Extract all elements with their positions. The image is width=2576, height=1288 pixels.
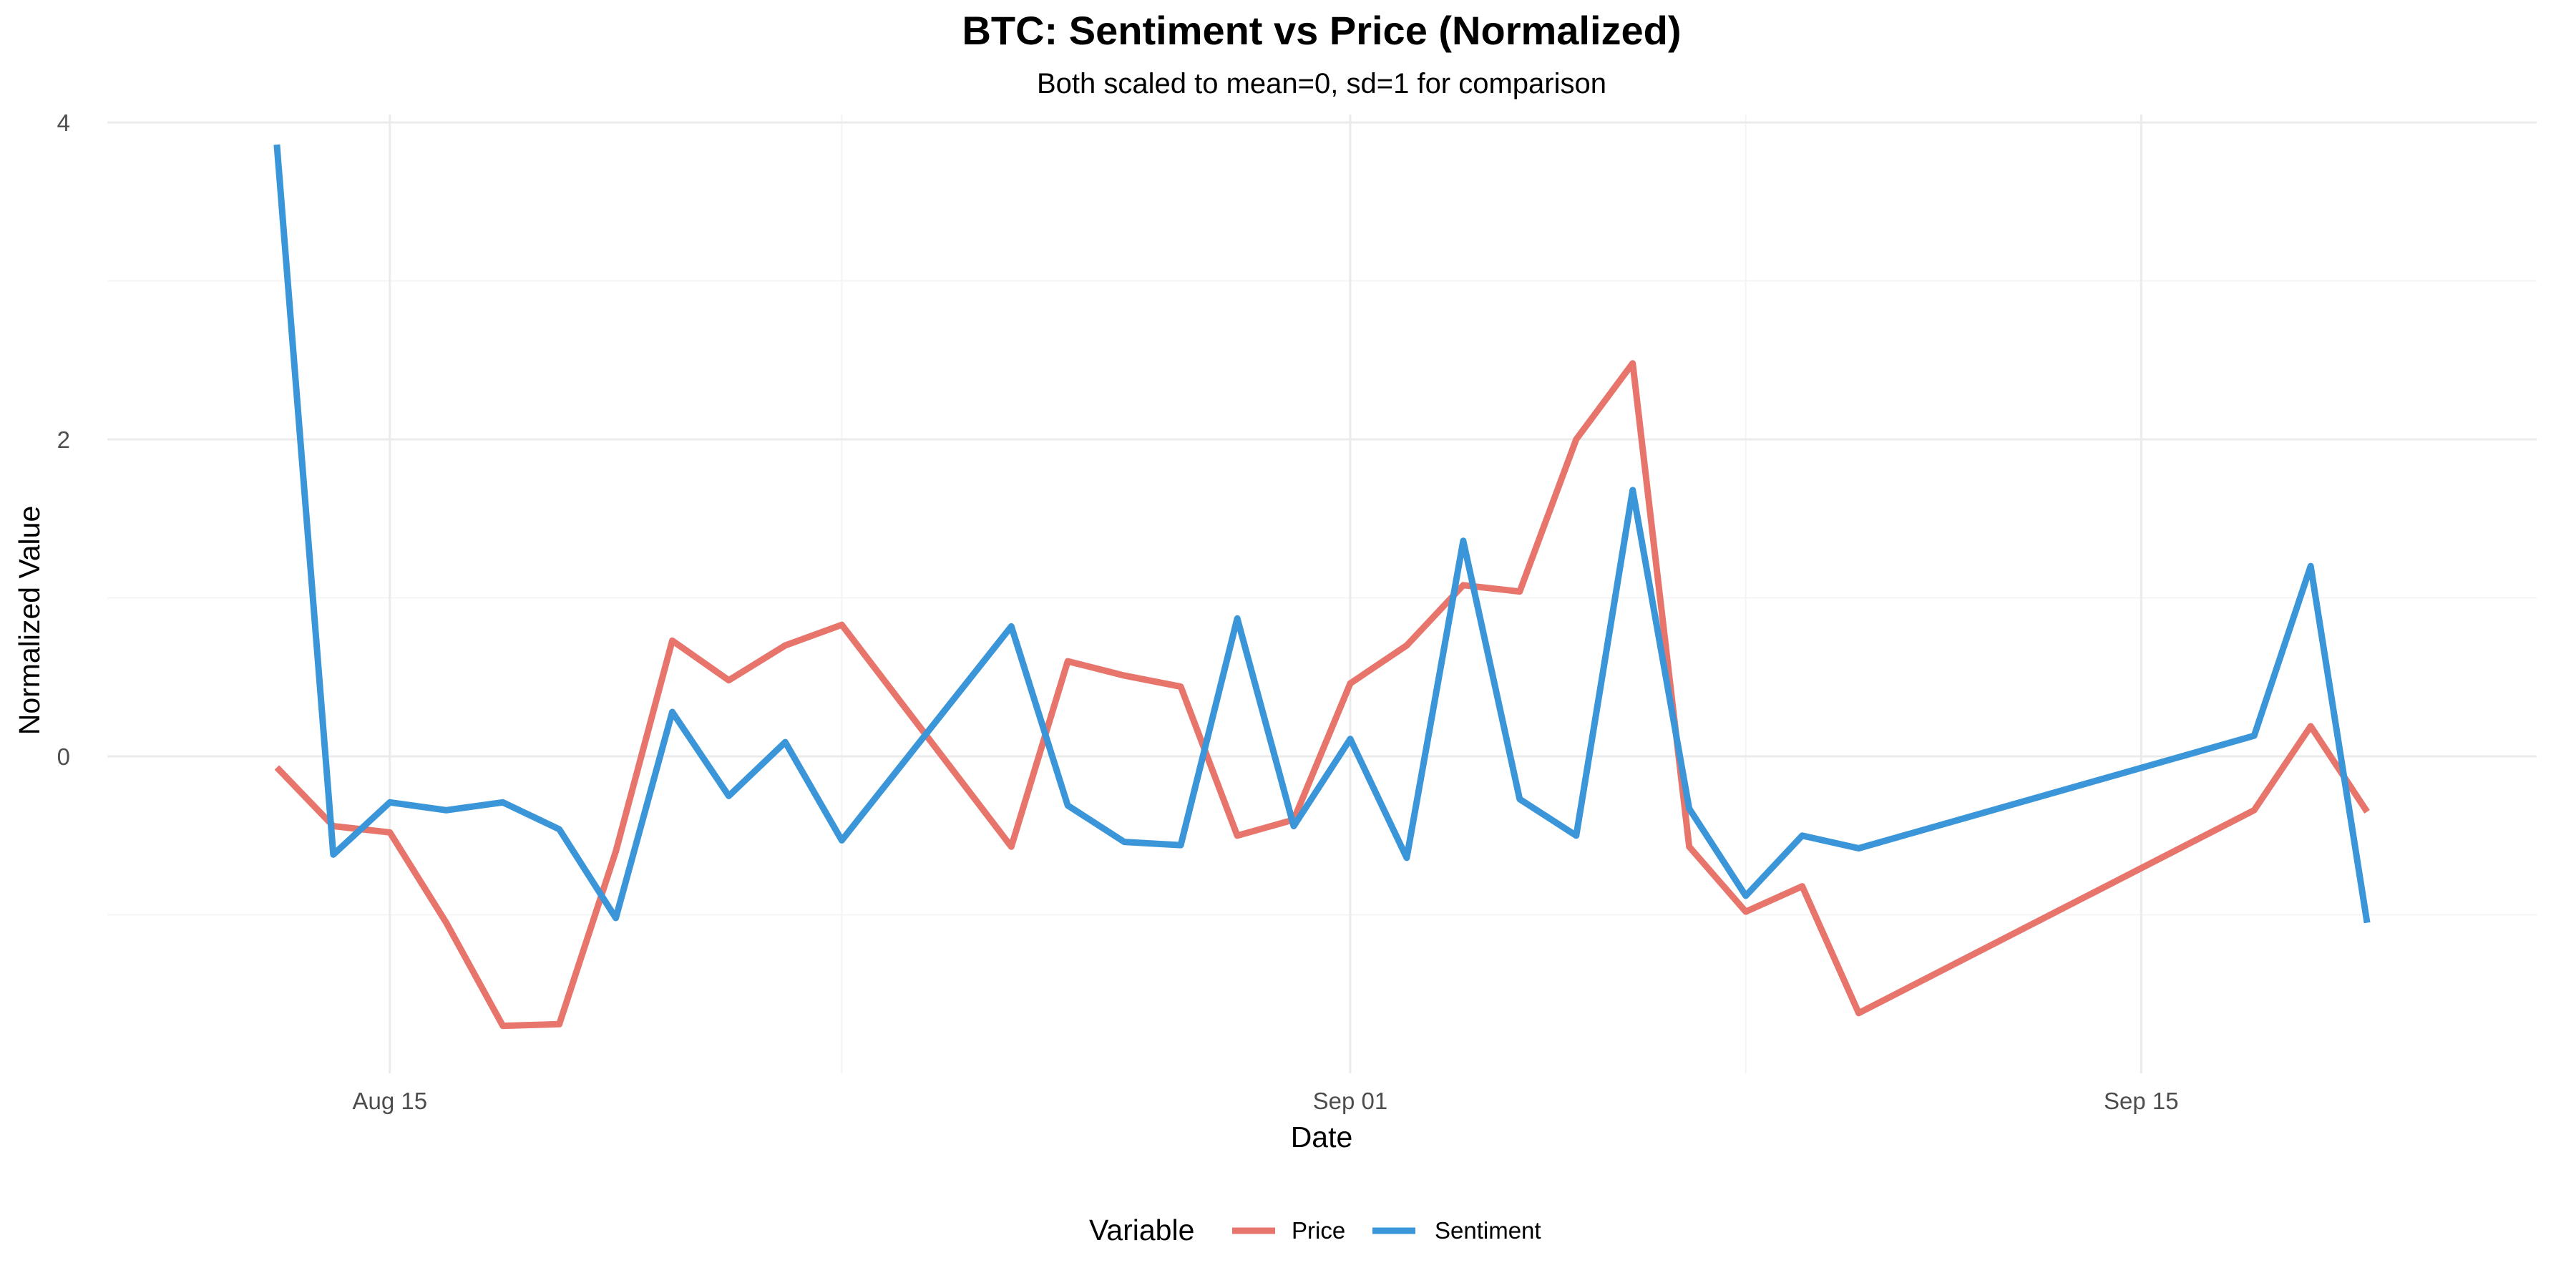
x-tick-label: Sep 01 (1313, 1088, 1388, 1114)
legend: Variable Price Sentiment (1089, 1214, 1541, 1246)
x-tick-label: Sep 15 (2104, 1088, 2179, 1114)
grid-lines (107, 114, 2537, 1073)
y-axis-ticks: 0 2 4 (57, 109, 70, 770)
y-tick-label: 0 (57, 743, 70, 770)
chart-subtitle: Both scaled to mean=0, sd=1 for comparis… (1037, 68, 1606, 99)
x-axis-ticks: Aug 15 Sep 01 Sep 15 (352, 1088, 2178, 1114)
y-tick-label: 4 (57, 109, 70, 136)
legend-label-price: Price (1292, 1217, 1345, 1244)
legend-label-sentiment: Sentiment (1435, 1217, 1541, 1244)
x-axis-title: Date (1291, 1121, 1353, 1153)
x-tick-label: Aug 15 (352, 1088, 427, 1114)
y-tick-label: 2 (57, 426, 70, 453)
legend-title: Variable (1089, 1214, 1194, 1246)
y-axis-title: Normalized Value (13, 506, 46, 736)
series-line-sentiment (273, 144, 2371, 924)
series-line-price (274, 360, 2370, 1030)
chart-title: BTC: Sentiment vs Price (Normalized) (962, 8, 1681, 53)
series-lines (273, 144, 2371, 1030)
